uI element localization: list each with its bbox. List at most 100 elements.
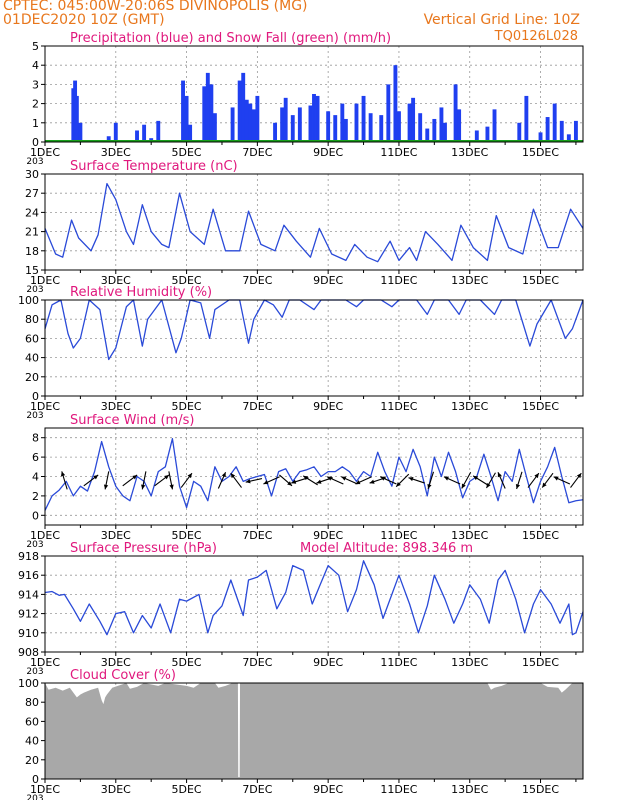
precip-bar (202, 86, 207, 142)
y-tick-label: 100 (18, 677, 39, 690)
wind-arrow (141, 471, 147, 490)
precip-bar (297, 107, 302, 142)
precip-bar (453, 84, 458, 142)
precip-bar (283, 97, 288, 142)
y-tick-label: 60 (25, 715, 39, 728)
y-tick-label: 40 (25, 352, 39, 365)
wind-arrow-head (576, 473, 582, 479)
wind-arrow (527, 472, 540, 488)
wind-arrow (180, 472, 193, 488)
x-tick-label: 5DEC (172, 529, 202, 542)
x-tick-label: 3DEC (101, 783, 131, 796)
wind-arrow (245, 478, 263, 484)
y-tick-label: 1 (32, 117, 39, 130)
x-tick-label: 11DEC (380, 783, 417, 796)
wind-arrow (60, 471, 68, 490)
x-tick-label: 13DEC (451, 529, 488, 542)
wind-arrow-head (221, 472, 226, 478)
wind-arrow (168, 471, 174, 490)
panel-frame (44, 555, 584, 653)
wind-arrow-head (263, 480, 269, 485)
wind-arrow-head (103, 484, 109, 490)
wind-arrow (497, 472, 506, 489)
x-tick-label: 7DEC (242, 146, 272, 159)
x-tick-label: 3DEC (101, 656, 131, 669)
x-tick-label: 15DEC (522, 529, 559, 542)
precip-bar (156, 120, 161, 142)
y-tick-label: 0 (32, 773, 39, 786)
y-tick-label: 918 (18, 550, 39, 563)
wind-arrow-head (287, 481, 292, 486)
precip-bar (135, 130, 139, 142)
x-tick-label: 15DEC (522, 656, 559, 669)
precip-bar (74, 95, 79, 142)
y-tick-label: 908 (18, 646, 39, 659)
y-tick-label: 40 (25, 735, 39, 748)
wind-arrow (395, 473, 410, 488)
precip-bar (248, 103, 253, 142)
wind-arrow-head (327, 476, 333, 481)
precip-bar (184, 95, 189, 142)
precip-bar (237, 80, 242, 142)
wind-arrow-head (443, 476, 449, 481)
x-tick-label: 11DEC (380, 400, 417, 413)
year-label: 203 (26, 285, 43, 295)
y-tick-label: 15 (25, 264, 39, 277)
wind-arrow-head (408, 477, 414, 482)
precip-bar (552, 103, 557, 142)
x-tick-label: 5DEC (172, 274, 202, 287)
x-tick-label: 11DEC (380, 146, 417, 159)
x-tick-label: 9DEC (313, 400, 343, 413)
precip-bar (209, 84, 214, 142)
year-label: 203 (26, 411, 43, 421)
wind-arrow-head (473, 475, 479, 481)
series-line (44, 438, 584, 511)
x-tick-label: 1DEC (30, 146, 60, 159)
precip-bar (340, 103, 345, 142)
wind-arrow-head (427, 483, 432, 489)
panel-frame (44, 427, 584, 526)
year-label: 203 (26, 540, 43, 550)
precip-bar (397, 111, 401, 142)
wind-arrow-head (461, 483, 466, 489)
wind-arrow-head (534, 473, 539, 479)
precip-bar (142, 124, 147, 142)
precip-bar (255, 95, 260, 142)
precip-bar (241, 72, 246, 142)
y-tick-label: 4 (32, 59, 39, 72)
x-tick-label: 9DEC (313, 656, 343, 669)
wind-arrow-head (341, 476, 347, 481)
precip-bar (333, 115, 338, 142)
precip-bar (188, 124, 193, 142)
x-tick-label: 1DEC (30, 400, 60, 413)
x-tick-label: 5DEC (172, 146, 202, 159)
wind-arrow-head (230, 473, 236, 479)
precip-bar (361, 95, 366, 142)
panel-1: 15 18 21 24 27 30 1DEC 3DEC 5DEC 7DEC 9DEC 11DEC 13D… (25, 159, 584, 295)
x-tick-label: 1DEC (30, 529, 60, 542)
wind-arrow (217, 472, 227, 489)
wind-arrow (302, 475, 318, 486)
wind-arrow (408, 477, 425, 484)
wind-arrow-head (380, 476, 386, 481)
precip-bar (432, 118, 437, 142)
precip-bar (290, 115, 295, 142)
precip-bar (343, 118, 348, 142)
precip-bar (573, 120, 578, 142)
wind-arrow-head (164, 474, 170, 480)
wind-arrow (103, 471, 110, 490)
precip-bar (354, 103, 359, 142)
panel-4: 908 910 912 914 916 918 1DEC 3DEC 5DEC 7DEC 9DEC 11… (18, 541, 584, 677)
wind-arrow (279, 474, 293, 487)
header-run-time: 01DEC2020 10Z (GMT) (3, 12, 165, 28)
panel-title: Surface Pressure (hPa) (70, 541, 217, 556)
y-tick-label: 0 (32, 509, 39, 522)
precip-bar (181, 80, 185, 142)
y-tick-label: 0 (32, 136, 39, 149)
wind-arrow-head (355, 480, 361, 485)
wind-arrow (83, 474, 99, 487)
wind-arrow (380, 476, 397, 485)
wind-arrow-head (60, 471, 66, 477)
x-tick-label: 11DEC (380, 529, 417, 542)
series-line (44, 560, 584, 636)
